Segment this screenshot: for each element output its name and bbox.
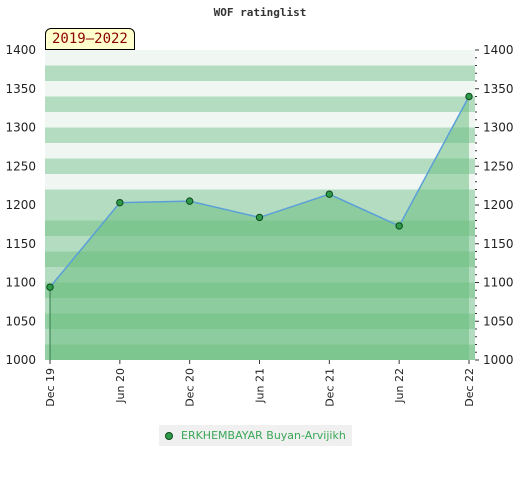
data-point (255, 213, 264, 222)
y-tick-label-right: 1250 (483, 159, 514, 173)
y-tick-label-left: 1100 (5, 276, 36, 290)
y-tick-label-left: 1200 (5, 198, 36, 212)
y-tick-label-right: 1150 (483, 237, 514, 251)
y-tick-label-left: 1300 (5, 121, 36, 135)
y-tick-label-left: 1050 (5, 314, 36, 328)
y-tick-label-right: 1200 (483, 198, 514, 212)
x-tick-label: Dec 20 (184, 368, 197, 407)
data-point (325, 190, 334, 198)
x-tick-label: Dec 21 (323, 368, 336, 407)
left-y-axis: 1000 1050 1100 1150 1200 1250 1300 1350 1400 (5, 43, 36, 367)
data-point (46, 283, 54, 291)
y-tick-label-left: 1150 (5, 237, 36, 251)
plot-band (45, 143, 475, 159)
plot-band (45, 127, 475, 143)
data-point (116, 198, 124, 207)
x-tick-label: Jun 21 (254, 368, 267, 404)
series-area (50, 96, 469, 360)
plot-band (45, 50, 475, 66)
plot-band (45, 174, 475, 190)
data-point (465, 92, 473, 101)
y-tick-label-right: 1100 (483, 276, 514, 290)
y-tick-label-right: 1350 (483, 82, 514, 96)
plot-band (45, 158, 475, 174)
x-tick-label: Dec 19 (44, 368, 57, 407)
y-tick-label-right: 1000 (483, 353, 514, 367)
plot-band (45, 65, 475, 81)
marker-layer (46, 92, 473, 291)
y-tick-label-left: 1250 (5, 159, 36, 173)
x-tick-label: Jun 22 (393, 368, 406, 404)
legend-label: ERKHEMBAYAR Buyan-Arvijikh (181, 429, 346, 442)
legend-marker-icon (165, 431, 173, 440)
period-badge: 2019–2022 (45, 28, 135, 50)
x-axis: Dec 19 Jun 20 Dec 20 Jun 21 Dec 21 Jun 22 Dec … (44, 360, 476, 407)
plot-band (45, 81, 475, 97)
x-tick-label: Jun 20 (114, 368, 127, 404)
right-y-axis: 1000 1050 1100 1150 1200 1250 1300 1350 1400 (475, 43, 514, 367)
y-tick-label-left: 1400 (5, 43, 36, 57)
area-layer (49, 96, 469, 360)
data-point (185, 197, 194, 205)
y-tick-label-right: 1300 (483, 121, 514, 135)
plot-band (45, 189, 475, 205)
legend[interactable]: ERKHEMBAYAR Buyan-Arvijikh (159, 425, 352, 446)
chart-title: WOF ratinglist (213, 6, 307, 19)
x-tick-label: Dec 22 (463, 368, 476, 407)
plot-band (45, 112, 475, 128)
plot-band (45, 96, 475, 112)
data-point (395, 222, 403, 230)
y-tick-label-left: 1000 (5, 353, 36, 367)
y-tick-label-right: 1050 (483, 314, 514, 328)
y-tick-label-left: 1350 (5, 82, 36, 96)
y-tick-label-right: 1400 (483, 43, 514, 57)
